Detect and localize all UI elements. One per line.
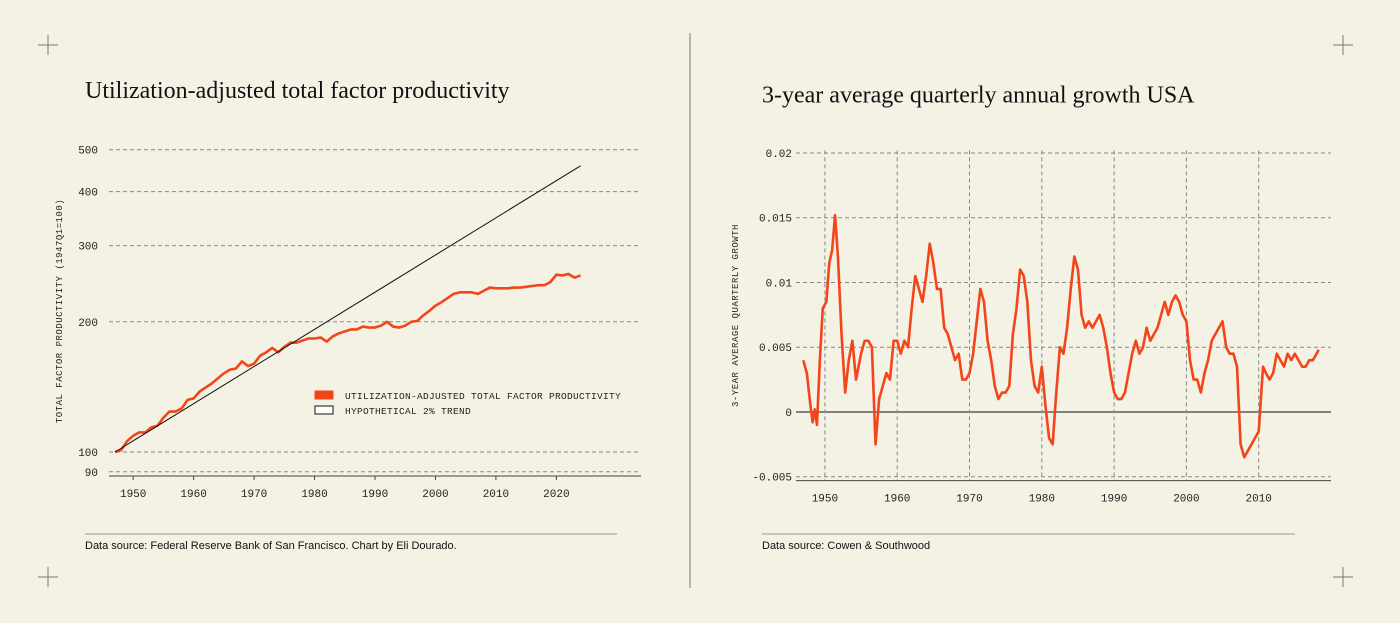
chart-title: Utilization-adjusted total factor produc… — [85, 78, 510, 104]
y-tick-label: 300 — [78, 242, 98, 254]
x-tick-label: 1980 — [301, 489, 327, 501]
y-tick-label: -0.005 — [752, 473, 792, 485]
y-tick-label: 500 — [78, 146, 98, 158]
y-tick-label: 0.005 — [759, 343, 792, 355]
x-tick-label: 1990 — [1101, 494, 1127, 506]
y-tick-label: 0 — [785, 408, 792, 420]
x-tick-label: 1950 — [120, 489, 146, 501]
decoration — [38, 33, 1353, 588]
legend-label: HYPOTHETICAL 2% TREND — [345, 406, 471, 417]
x-tick-label: 2020 — [543, 489, 569, 501]
legend-swatch — [314, 405, 334, 415]
x-tick-label: 1970 — [241, 489, 267, 501]
x-tick-label: 1960 — [180, 489, 206, 501]
y-tick-label: 90 — [85, 468, 98, 480]
y-axis-label: 3-YEAR AVERAGE QUARTERLY GROWTH — [731, 224, 741, 407]
x-tick-label: 1990 — [362, 489, 388, 501]
data-line — [801, 213, 1320, 459]
x-tick-label: 2010 — [1245, 494, 1271, 506]
source-note: Data source: Federal Reserve Bank of San… — [85, 540, 457, 552]
y-tick-label: 100 — [78, 448, 98, 460]
chart-title: 3-year average quarterly annual growth U… — [762, 82, 1195, 108]
y-tick-label: 0.02 — [766, 149, 792, 161]
y-tick-label: 200 — [78, 318, 98, 330]
y-tick-label: 400 — [78, 188, 98, 200]
x-tick-label: 1980 — [1029, 494, 1055, 506]
data-line — [114, 165, 581, 453]
y-tick-label: 0.015 — [759, 214, 792, 226]
x-tick-label: 1960 — [884, 494, 910, 506]
source-note: Data source: Cowen & Southwood — [762, 540, 930, 552]
y-axis-label: TOTAL FACTOR PRODUCTIVITY (1947Q1=100) — [55, 199, 65, 423]
x-tick-label: 1950 — [812, 494, 838, 506]
x-tick-label: 2010 — [483, 489, 509, 501]
x-tick-label: 1970 — [956, 494, 982, 506]
legend-swatch — [314, 390, 334, 400]
data-line — [114, 272, 581, 454]
legend-label: UTILIZATION-ADJUSTED TOTAL FACTOR PRODUC… — [345, 391, 621, 402]
x-tick-label: 2000 — [1173, 494, 1199, 506]
x-tick-label: 2000 — [422, 489, 448, 501]
y-tick-label: 0.01 — [766, 278, 793, 290]
